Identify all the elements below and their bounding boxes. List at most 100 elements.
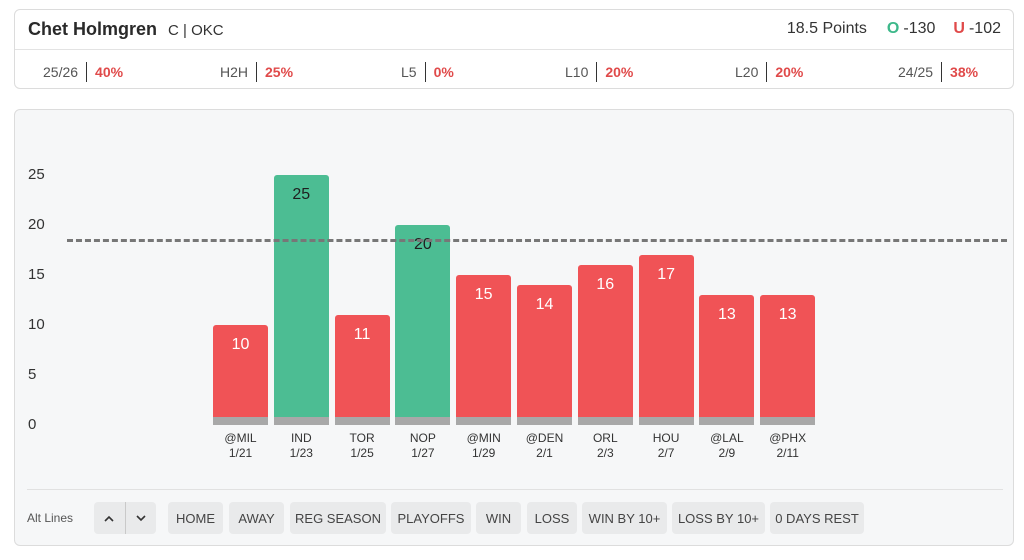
alt-line-down-button[interactable] — [126, 502, 157, 534]
under-odds-value: -102 — [968, 20, 1001, 37]
x-axis-opponent: IND — [290, 431, 312, 445]
stat-label: L10 — [565, 64, 589, 80]
bar-base — [517, 417, 572, 425]
filter-playoffs-button[interactable]: PLAYOFFS — [391, 502, 471, 534]
hit-rate-stats-row: 25/26 40% H2H 25% L5 0% L10 20% L20 20% 24/25… — [15, 50, 1013, 90]
filter-loss-by-10-button[interactable]: LOSS BY 10+ — [672, 502, 765, 534]
stat-value: 20% — [775, 64, 804, 80]
stat-divider — [424, 62, 426, 82]
filter-0-days-rest-button[interactable]: 0 DAYS REST — [770, 502, 864, 534]
bar-base — [699, 417, 755, 425]
stat-label: 25/26 — [43, 64, 79, 80]
x-axis-date: 2/11 — [776, 446, 799, 460]
prop-line-value: 18.5 Points — [786, 20, 867, 37]
bar-base — [273, 417, 329, 425]
x-axis-label: @PHX 2/11 — [758, 431, 818, 461]
bar-value-label: 13 — [778, 306, 797, 323]
stat-label: 24/25 — [898, 64, 934, 80]
stat-label: L5 — [401, 64, 417, 80]
chevron-down-icon — [136, 514, 146, 521]
stat-divider — [596, 62, 598, 82]
player-position: C — [168, 22, 179, 39]
x-axis-opponent: NOP — [409, 431, 436, 445]
x-axis-date: 1/27 — [411, 446, 435, 460]
stat-divider — [941, 62, 943, 82]
alt-lines-stepper — [94, 502, 156, 534]
x-axis-date: 2/7 — [657, 446, 675, 460]
x-axis-label: @LAL 2/9 — [697, 431, 757, 461]
filter-loss-button[interactable]: LOSS — [527, 502, 577, 534]
y-tick-label: 10 — [28, 316, 45, 333]
stat-value: 38% — [950, 64, 979, 80]
bar-value-label: 10 — [231, 336, 250, 353]
bar-value-label: 16 — [596, 276, 615, 293]
chart-bar[interactable]: 16 — [577, 265, 633, 425]
bar-value-label: 13 — [717, 306, 736, 323]
x-axis-opponent: @DEN — [525, 431, 564, 445]
chevron-up-icon — [104, 515, 114, 522]
under-odds[interactable]: U -102 — [941, 20, 1001, 38]
bar-value-label: 25 — [292, 186, 311, 203]
chart-bar[interactable]: 20 — [395, 225, 451, 425]
chart-bar[interactable]: 25 — [273, 175, 329, 425]
bar-base — [456, 417, 512, 425]
header-top-row: Chet Holmgren C | OKC 18.5 Points O -130 … — [15, 10, 1013, 50]
player-header-card: Chet Holmgren C | OKC 18.5 Points O -130 … — [14, 9, 1014, 89]
bar-value-label: 17 — [657, 266, 675, 283]
stat-value: 40% — [95, 64, 124, 80]
y-tick-label: 0 — [28, 416, 37, 433]
stat-label: L20 — [735, 64, 759, 80]
stat-l20: L20 20% — [735, 62, 803, 82]
bar-base — [334, 417, 390, 425]
alt-line-up-button[interactable] — [94, 502, 125, 534]
x-axis-label: @DEN 2/1 — [515, 431, 575, 461]
stat-h2h: H2H 25% — [220, 62, 293, 82]
filter-away-button[interactable]: AWAY — [229, 502, 284, 534]
player-name: Chet Holmgren — [28, 19, 158, 39]
x-axis-opponent: ORL — [592, 431, 618, 445]
player-team: OKC — [191, 22, 224, 39]
stat-divider — [766, 62, 768, 82]
stat-value: 20% — [605, 64, 634, 80]
bar-base — [577, 417, 633, 425]
stat-season: 25/26 40% — [43, 62, 123, 82]
x-axis-label: ORL 2/3 — [575, 431, 635, 461]
game-log-chart-card: 0 5 10 15 20 25 10 @MIL 1/21 25 IND 1/23 11 TOR 1/25 20… — [14, 109, 1014, 546]
filter-reg-season-button[interactable]: REG SEASON — [290, 502, 386, 534]
chart-bar[interactable]: 14 — [517, 285, 572, 425]
stat-label: H2H — [220, 64, 249, 80]
y-tick-label: 20 — [28, 216, 45, 233]
x-axis-date: 1/21 — [228, 446, 253, 460]
prop-line-info: 18.5 Points O -130 U -102 — [787, 20, 1001, 38]
x-axis-label: @MIN 1/29 — [454, 431, 514, 461]
stepper-divider — [124, 502, 126, 534]
stat-divider — [86, 62, 88, 82]
over-odds-value: -130 — [903, 20, 936, 37]
chart-bar[interactable]: 13 — [699, 295, 755, 425]
chart-bar[interactable]: 11 — [334, 315, 390, 425]
filter-win-button[interactable]: WIN — [476, 502, 521, 534]
chart-bar[interactable]: 15 — [456, 275, 512, 425]
x-axis-label: @MIL 1/21 — [211, 431, 271, 461]
y-tick-label: 5 — [28, 366, 37, 383]
filter-home-button[interactable]: HOME — [168, 502, 223, 534]
x-axis-opponent: @MIL — [224, 431, 257, 445]
y-tick-label: 25 — [28, 166, 45, 183]
chart-bar[interactable]: 10 — [213, 325, 268, 425]
under-label: U — [953, 20, 965, 37]
chart-bar[interactable]: 13 — [760, 295, 816, 425]
x-axis-date: 1/23 — [289, 446, 313, 460]
x-axis-opponent: @LAL — [710, 431, 744, 445]
x-axis-label: NOP 1/27 — [393, 431, 453, 461]
filter-bar: Alt Lines HOME AWAY REG SEASON PLAYOFFS … — [27, 489, 1003, 537]
chart-bar[interactable]: 17 — [638, 255, 694, 425]
over-odds[interactable]: O -130 — [887, 20, 935, 38]
bar-value-label: 11 — [353, 326, 371, 343]
x-axis-opponent: HOU — [652, 431, 680, 445]
filter-win-by-10-button[interactable]: WIN BY 10+ — [582, 502, 667, 534]
bar-base — [760, 417, 816, 425]
player-meta: C | OKC — [168, 22, 224, 39]
bar-base — [638, 417, 694, 425]
bar-base — [213, 417, 268, 425]
x-axis-date: 2/3 — [596, 446, 614, 460]
